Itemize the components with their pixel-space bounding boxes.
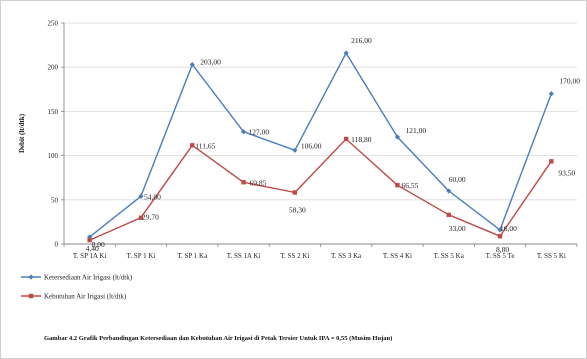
series-2-point	[446, 212, 451, 218]
series-1-point	[394, 134, 401, 140]
data-labels: 8,00 54,00 203,00 127,00 106,00 216,00 121,00 6…	[86, 36, 581, 254]
y-tick-label: 50	[51, 196, 59, 204]
x-tick-label: T. SS 5 Ka	[434, 252, 465, 260]
y-tick-label: 100	[48, 152, 59, 160]
x-tick-label: T. SP 1A Ki	[73, 252, 107, 260]
series-1-point	[446, 188, 452, 194]
series-1-point	[343, 50, 349, 56]
data-label: 111,65	[195, 141, 215, 150]
series-group	[87, 50, 554, 243]
data-label: 58,30	[289, 205, 306, 214]
x-tick-label: T. SS 2 Ki	[280, 252, 309, 260]
series-2-point	[190, 143, 195, 148]
x-tick-label: T. SP 1 Ka	[177, 252, 208, 260]
series-line-1	[89, 52, 552, 238]
series-2-point	[549, 159, 554, 164]
data-label: 33,00	[449, 224, 466, 233]
series-1-point	[497, 227, 503, 233]
legend-label-1: Ketersediaan Air Irigasi (lt/dtk)	[44, 274, 133, 282]
x-tick-label: T. SS 1A Ki	[227, 252, 261, 260]
x-tick-label: T. SP 1 Ki	[127, 252, 156, 260]
series-2-point	[343, 136, 349, 142]
series-1-point	[189, 61, 195, 68]
series-1-point	[548, 91, 554, 97]
legend: Ketersediaan Air Irigasi (lt/dtk) Kebutuh…	[21, 274, 133, 301]
y-axis-label: Debit (lt/dtk)	[18, 113, 26, 153]
data-label: 4,40	[86, 244, 99, 253]
series-line-2	[89, 138, 552, 241]
y-tick-label: 200	[48, 64, 59, 72]
y-tick-label: 250	[48, 20, 59, 28]
y-tick-label: 0	[55, 241, 59, 249]
series-2-point	[497, 234, 503, 239]
data-label: 54,00	[144, 192, 161, 201]
legend-label-2: Kebutuhan Air Irigasi (lt/dtk)	[44, 293, 127, 301]
data-label: 127,00	[249, 128, 270, 137]
series-2-point	[138, 215, 144, 220]
data-label: 16,00	[500, 224, 517, 233]
data-label: 93,50	[558, 168, 575, 177]
series-2-point	[292, 190, 298, 195]
data-label: 216,00	[351, 36, 372, 45]
figure-caption: Gambar 4.2 Grafik Perbandingan Ketersedi…	[44, 335, 392, 342]
data-label: 69,85	[250, 178, 267, 187]
data-label: 203,00	[200, 58, 221, 67]
gridlines	[64, 22, 577, 201]
data-label: 8,00	[92, 240, 105, 249]
data-label: 121,00	[405, 126, 426, 135]
series-1-point	[240, 129, 247, 135]
x-tick-labels: T. SP 1A Ki T. SP 1 Ki T. SP 1 Ka T. SS 1A …	[73, 252, 566, 260]
x-tick-label: T. SS 3 Ka	[331, 252, 362, 260]
data-label: 66,55	[401, 181, 418, 190]
legend-marker-2	[28, 293, 34, 299]
series-2-point	[395, 182, 400, 188]
x-tick-label: T. SS 5 Ki	[537, 252, 566, 260]
series-2-point	[241, 180, 246, 185]
data-label: 106,00	[301, 141, 322, 150]
axes	[61, 22, 578, 247]
data-label: 8,80	[496, 245, 509, 254]
series-1-point	[138, 193, 144, 199]
y-tick-label: 150	[48, 108, 59, 116]
data-label: 29,70	[142, 213, 159, 222]
x-tick-label: T. SS 5 Te	[486, 252, 515, 260]
data-label: 118,80	[351, 135, 372, 144]
data-label: 170,00	[559, 77, 580, 86]
series-1-point	[292, 147, 298, 153]
legend-marker-1	[28, 274, 34, 280]
y-tick-labels: 0 50 100 150 200 250	[48, 20, 59, 249]
x-tick-label: T. SS 4 Ki	[383, 252, 412, 260]
series-2-point	[87, 237, 92, 243]
data-label: 60,00	[449, 175, 466, 184]
